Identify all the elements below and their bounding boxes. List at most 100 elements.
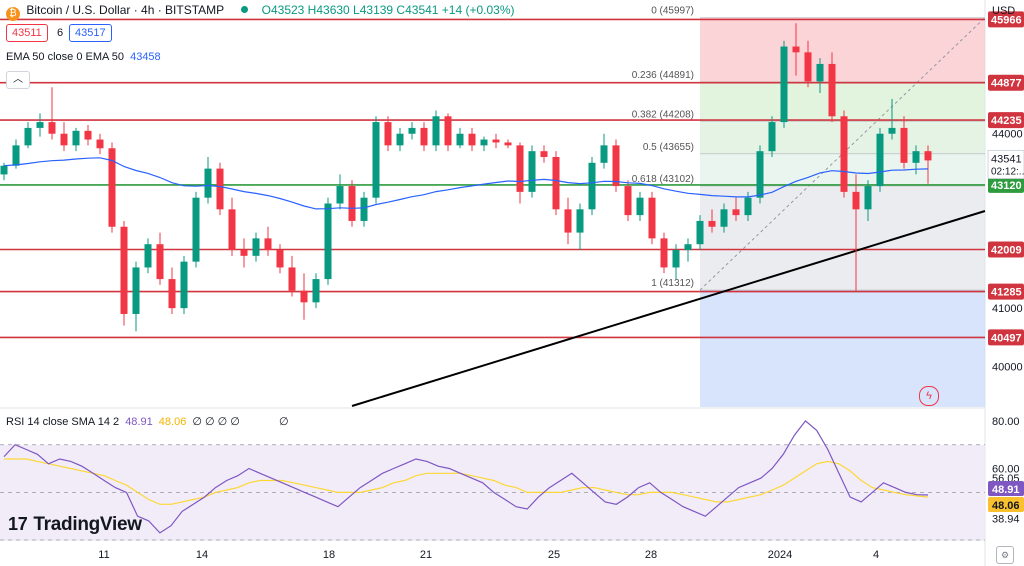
- candle-body: [24, 127, 32, 146]
- fib-zone-1: [700, 81, 985, 122]
- rsi-value-badge-bg: [988, 480, 1024, 496]
- x-tick-label: 2024: [768, 549, 792, 561]
- ask-price-button[interactable]: 43517: [69, 24, 112, 42]
- candle-body: [744, 197, 752, 216]
- candle-body: [156, 244, 164, 280]
- candle-body: [768, 122, 776, 152]
- y-tick-label: 41000: [992, 303, 1023, 315]
- candle-body: [612, 145, 620, 187]
- candle-body: [432, 116, 440, 146]
- rsi-legend[interactable]: RSI 14 close SMA 14 2 48.91 48.06 ∅ ∅ ∅ …: [6, 415, 289, 428]
- last-price-box: [987, 149, 1024, 179]
- candle-body: [408, 127, 416, 134]
- collapse-legend-button[interactable]: ︿: [6, 71, 30, 89]
- rsi-legend-extras: ∅ ∅ ∅ ∅: [192, 416, 240, 428]
- candle-body: [756, 151, 764, 198]
- rsi-sma-badge: 48.06: [992, 500, 1020, 512]
- rsi-tick-label: 80.00: [992, 416, 1020, 428]
- rsi-line: [3, 420, 929, 534]
- candle-body: [600, 145, 608, 163]
- y-tick-label: 40000: [992, 361, 1023, 373]
- price-badge-44235-bg: [988, 112, 1024, 129]
- x-tick-label: 18: [323, 549, 335, 561]
- candle-body: [96, 139, 104, 149]
- price-badge-44235: 44235: [991, 115, 1022, 127]
- candle-body: [72, 130, 80, 146]
- candle-body: [132, 267, 140, 314]
- tradingview-watermark: 17 TradingView: [8, 514, 142, 536]
- lightning-alert-icon[interactable]: ϟ: [919, 386, 939, 406]
- candle-body: [456, 133, 464, 146]
- candle-body: [48, 122, 56, 134]
- candle-body: [348, 186, 356, 221]
- price-badge-40497-bg: [988, 329, 1024, 346]
- price-badge-45966-bg: [988, 11, 1024, 28]
- candle-body: [912, 151, 920, 163]
- candle-body: [864, 186, 872, 210]
- candle-body: [648, 197, 656, 239]
- candle-body: [672, 250, 680, 268]
- x-tick-label: 11: [98, 549, 109, 561]
- candle-body: [12, 145, 20, 166]
- candle-body: [336, 186, 344, 204]
- candle-body: [444, 116, 452, 146]
- x-tick-label: 25: [548, 549, 560, 561]
- candle-body: [216, 168, 224, 210]
- price-badge-44877: 44877: [991, 78, 1022, 90]
- y-tick-label: 44000: [992, 129, 1023, 141]
- candle-body: [540, 151, 548, 157]
- currency-label: USD: [992, 5, 1016, 17]
- candle-body: [552, 156, 560, 210]
- rsi-sma-legend-value: 48.06: [158, 416, 187, 428]
- candle-body: [192, 197, 200, 262]
- x-tick-label: 4: [873, 549, 879, 561]
- fib-label-0.618: 0.618 (43102): [632, 174, 694, 185]
- rsi-sma-badge-bg: [988, 496, 1024, 512]
- candle-body: [708, 220, 716, 227]
- candle-body: [720, 209, 728, 227]
- candle-body: [372, 122, 380, 198]
- candle-body: [660, 238, 668, 268]
- settings-gear-icon[interactable]: ⚙: [996, 546, 1014, 564]
- candle-body: [876, 133, 884, 187]
- price-badge-45966: 45966: [991, 14, 1022, 26]
- candle-body: [624, 186, 632, 216]
- rsi-tick-label: 60.00: [992, 464, 1020, 476]
- candle-body: [276, 250, 284, 268]
- fib-label-0: 0 (45997): [651, 6, 694, 17]
- bitcoin-icon: ₿: [6, 7, 20, 21]
- price-badge-41285-bg: [988, 283, 1024, 300]
- rsi-legend-extra2: ∅: [278, 416, 289, 428]
- market-status-dot-icon: [241, 6, 249, 13]
- x-tick-label: 21: [420, 549, 432, 561]
- candle-body: [504, 142, 512, 146]
- bid-price-button[interactable]: 43511: [6, 24, 48, 42]
- candle-body: [888, 127, 896, 134]
- ema-legend-value: 43458: [130, 51, 161, 63]
- candle-body: [588, 162, 596, 210]
- fib-zone-5: [700, 290, 985, 407]
- candle-body: [780, 46, 788, 123]
- candle-body: [564, 209, 572, 233]
- candle-body: [804, 52, 812, 82]
- fib-label-1: 1 (41312): [651, 278, 694, 289]
- ema-legend[interactable]: EMA 50 close 0 EMA 50 43458: [6, 51, 161, 63]
- symbol-title: Bitcoin / U.S. Dollar · 4h · BITSTAMP: [26, 3, 224, 17]
- candle-body: [828, 63, 836, 117]
- candle-body: [492, 139, 500, 143]
- candle-body: [576, 209, 584, 233]
- tradingview-logo-icon: 17: [8, 514, 28, 534]
- x-tick-label: 28: [645, 549, 657, 561]
- candle-body: [528, 151, 536, 192]
- candle-body: [60, 133, 68, 146]
- candle-body: [684, 244, 692, 251]
- fib-label-0.382: 0.382 (44208): [632, 110, 694, 121]
- candle-body: [84, 130, 92, 140]
- candle-body: [288, 267, 296, 291]
- candle-body: [204, 168, 212, 198]
- symbol-header[interactable]: ₿ Bitcoin / U.S. Dollar · 4h · BITSTAMP …: [6, 3, 515, 21]
- candle-body: [924, 151, 932, 161]
- candle-body: [852, 191, 860, 210]
- candle-body: [144, 244, 152, 268]
